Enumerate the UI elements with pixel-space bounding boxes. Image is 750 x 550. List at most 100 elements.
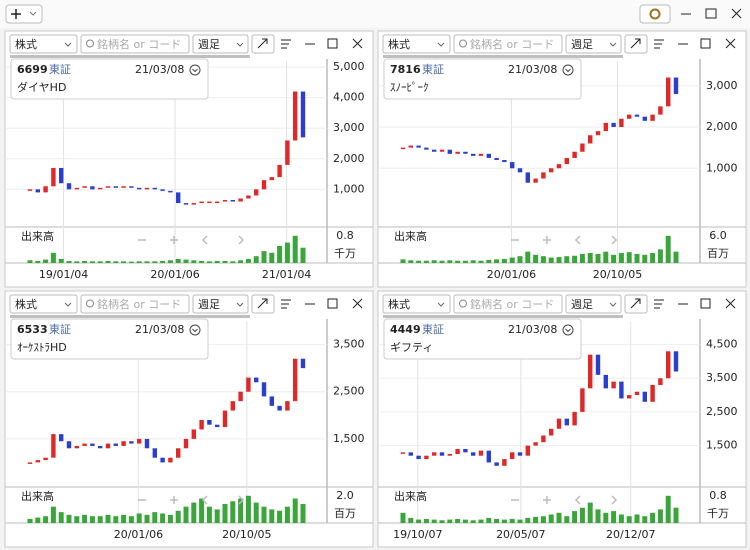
scroll-left-button[interactable] <box>574 495 581 505</box>
popout-button[interactable] <box>624 34 648 54</box>
scroll-left-button[interactable] <box>574 235 581 245</box>
chevron-icon <box>192 68 198 73</box>
period-select[interactable] <box>565 34 622 54</box>
volume-bar <box>66 260 72 263</box>
market-select[interactable] <box>9 34 78 54</box>
scroll-left-button[interactable] <box>201 235 208 245</box>
menu-icon[interactable] <box>654 299 664 309</box>
volume-bar <box>603 251 609 263</box>
volume-label: 出来高 <box>394 229 427 243</box>
candle <box>168 190 173 193</box>
volume-bar <box>160 513 166 523</box>
zoom-in-button[interactable] <box>170 496 178 504</box>
x-tick-label: 19/10/07 <box>393 528 442 541</box>
volume-bar <box>167 260 173 263</box>
popout-icon <box>257 298 268 309</box>
candle <box>416 455 421 460</box>
menu-icon[interactable] <box>281 299 291 309</box>
volume-bar <box>27 518 33 523</box>
volume-bar <box>43 259 49 263</box>
candle <box>277 164 282 178</box>
candle <box>549 428 554 436</box>
volume-bar <box>97 516 103 523</box>
close-icon[interactable] <box>352 38 363 49</box>
candle <box>90 186 95 190</box>
collapse-button[interactable] <box>189 64 201 76</box>
maximize-button[interactable] <box>705 8 717 19</box>
zoom-in-button[interactable] <box>170 236 178 244</box>
volume-bar <box>665 495 671 523</box>
scroll-right-button[interactable] <box>611 495 618 505</box>
candle <box>471 153 476 156</box>
candle <box>564 418 569 426</box>
candle <box>121 441 126 446</box>
restore-icon[interactable] <box>327 38 338 49</box>
popout-button[interactable] <box>624 294 648 314</box>
close-button[interactable] <box>731 8 742 19</box>
popout-button[interactable] <box>251 294 275 314</box>
candle <box>66 441 72 449</box>
zoom-in-button[interactable] <box>543 236 551 244</box>
scroll-right-button[interactable] <box>238 495 245 505</box>
volume-bar <box>595 253 601 263</box>
search-box[interactable] <box>80 34 190 54</box>
volume-bar <box>261 506 267 523</box>
volume-tick-label: 0.8 <box>336 229 354 242</box>
volume-bar <box>611 254 617 263</box>
close-icon[interactable] <box>725 38 736 49</box>
menu-icon[interactable] <box>281 39 291 49</box>
stock-name: ｽﾉｰﾋﾟｰｸ <box>390 81 429 94</box>
volume-bar <box>144 261 150 263</box>
x-tick-label: 20/10/05 <box>222 528 271 541</box>
candle <box>27 462 33 464</box>
candle <box>424 147 429 150</box>
candle <box>634 114 640 117</box>
market-select[interactable] <box>382 294 451 314</box>
market-select[interactable] <box>382 34 451 54</box>
restore-icon[interactable] <box>700 38 711 49</box>
close-icon[interactable] <box>725 298 736 309</box>
candle <box>74 445 79 449</box>
popout-button[interactable] <box>251 34 275 54</box>
candle <box>439 452 445 456</box>
scroll-right-button[interactable] <box>238 235 245 245</box>
candle <box>673 77 679 94</box>
candle <box>502 459 507 466</box>
candle <box>533 442 538 446</box>
volume-bar <box>478 519 484 523</box>
collapse-button[interactable] <box>189 324 201 336</box>
add-button[interactable] <box>5 4 43 24</box>
volume-bar <box>556 257 562 263</box>
menu-icon[interactable] <box>654 39 664 49</box>
info-box <box>383 318 582 360</box>
scroll-right-button[interactable] <box>611 235 618 245</box>
volume-bar <box>277 510 283 523</box>
candle <box>541 172 546 179</box>
period-select[interactable] <box>192 294 249 314</box>
volume-bar <box>245 258 251 263</box>
candle <box>66 183 72 190</box>
market-select[interactable] <box>9 294 78 314</box>
volume-bar <box>431 519 437 523</box>
restore-icon[interactable] <box>700 298 711 309</box>
scroll-left-button[interactable] <box>201 495 208 505</box>
restore-icon[interactable] <box>327 298 338 309</box>
search-placeholder: 銘柄名 or コード <box>97 37 181 51</box>
search-box[interactable] <box>453 34 563 54</box>
collapse-button[interactable] <box>562 324 574 336</box>
close-icon[interactable] <box>352 298 363 309</box>
top-bar <box>0 0 750 28</box>
period-select[interactable] <box>565 294 622 314</box>
candle <box>98 445 103 449</box>
settings-button[interactable] <box>639 4 671 24</box>
candle <box>471 452 476 456</box>
volume-tick-label: 6.0 <box>709 229 727 242</box>
search-box[interactable] <box>453 294 563 314</box>
candle <box>627 114 632 119</box>
zoom-in-button[interactable] <box>543 496 551 504</box>
collapse-button[interactable] <box>562 64 574 76</box>
period-select[interactable] <box>192 34 249 54</box>
candle <box>191 203 196 205</box>
search-box[interactable] <box>80 294 190 314</box>
candle <box>285 140 290 165</box>
